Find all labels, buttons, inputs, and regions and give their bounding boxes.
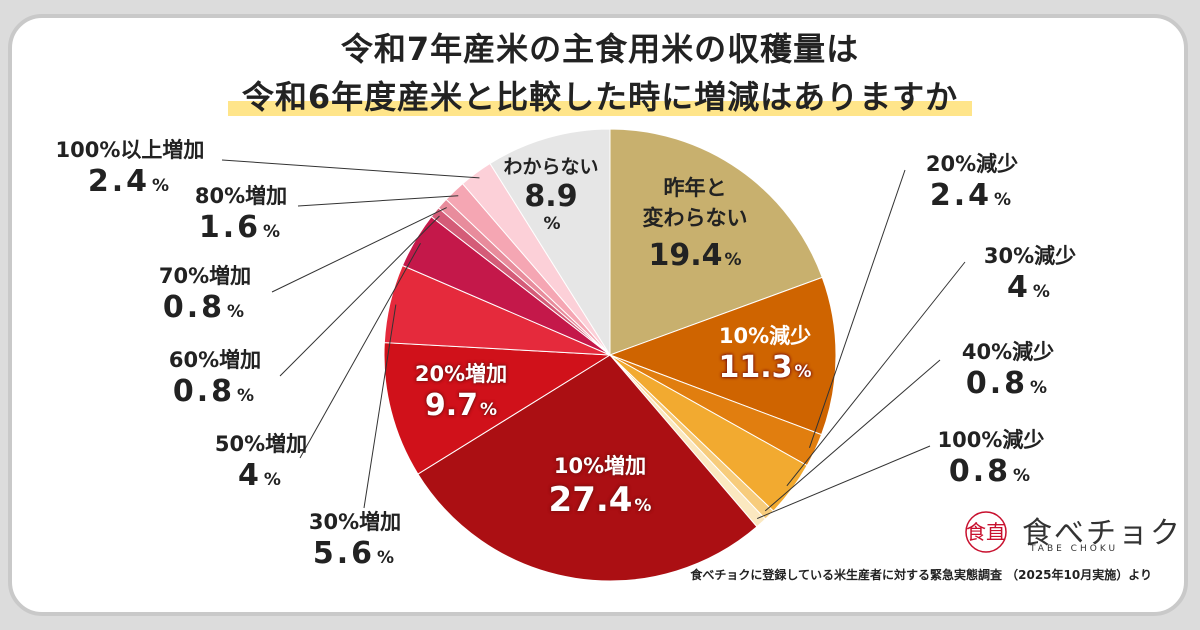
leader-line-8 bbox=[299, 242, 421, 459]
slice-label-dec20: 20%減少 2.4% bbox=[912, 148, 1032, 213]
slice-label-inc60: 60%増加 0.8% bbox=[150, 344, 280, 409]
slice-value-dec30: 4 bbox=[1007, 270, 1031, 305]
pie-slice-1 bbox=[608, 276, 837, 436]
slice-unit-inc60: % bbox=[237, 386, 258, 406]
logo-text: 食べチョク bbox=[1022, 516, 1182, 551]
pie-slice-6 bbox=[417, 354, 758, 582]
slice-category-unchanged-a: 昨年と bbox=[663, 176, 727, 200]
slice-unit-dec40: % bbox=[1030, 378, 1051, 398]
slice-category-inc60: 60%増加 bbox=[168, 348, 262, 372]
chart-title-line2-text: 令和6年度産米と比較した時に増減はありますか bbox=[227, 78, 973, 116]
slice-unit-inc80: % bbox=[263, 222, 284, 242]
slice-value-inc100: 2.4 bbox=[87, 164, 151, 199]
slice-unit-dec20: % bbox=[994, 190, 1015, 210]
chart-title-line1: 令和7年産米の主食用米の収穫量は bbox=[340, 30, 860, 68]
slice-label-dec100: 100%減少 0.8% bbox=[926, 424, 1056, 489]
slice-unit-unchanged: % bbox=[724, 250, 742, 270]
slice-value-dec20: 2.4 bbox=[929, 178, 993, 213]
leader-line-1 bbox=[786, 261, 966, 487]
slice-unit-inc50: % bbox=[263, 470, 284, 490]
slice-category-unchanged-b: 変わらない bbox=[642, 206, 748, 230]
slice-value-inc10: 27.4 bbox=[548, 480, 633, 520]
slice-label-inc50: 50%増加 4% bbox=[196, 428, 326, 493]
slice-category-dec40: 40%減少 bbox=[961, 340, 1055, 364]
slice-category-inc30: 30%増加 bbox=[308, 510, 402, 534]
logo-circle bbox=[965, 511, 1007, 553]
pie-slice-0 bbox=[609, 128, 823, 356]
slice-label-inc10: 10%増加 27.4% bbox=[520, 450, 680, 520]
slice-label-dec30: 30%減少 4% bbox=[970, 240, 1090, 305]
slice-label-unknown: わからない 8.9 % bbox=[496, 152, 606, 234]
slice-value-inc20: 9.7 bbox=[424, 388, 479, 423]
leader-line-4 bbox=[221, 159, 480, 179]
logo-mark-text: 食直 bbox=[966, 520, 1006, 544]
tabechoku-logo-mark: 食直 bbox=[965, 511, 1007, 553]
leader-line-2 bbox=[764, 359, 941, 512]
slice-value-dec10: 11.3 bbox=[718, 350, 793, 385]
slice-category-unknown: わからない bbox=[503, 156, 599, 178]
slice-value-unknown: 8.9 bbox=[524, 179, 578, 214]
slice-value-inc50: 4 bbox=[238, 458, 262, 493]
slice-category-dec20: 20%減少 bbox=[925, 152, 1019, 176]
slice-category-inc80: 80%増加 bbox=[194, 184, 288, 208]
slice-unit-dec30: % bbox=[1032, 282, 1053, 302]
leader-line-5 bbox=[297, 195, 459, 207]
slice-value-dec100: 0.8 bbox=[948, 454, 1012, 489]
logo-subtext: TABE CHOKU bbox=[1030, 544, 1119, 554]
slice-unit-inc20: % bbox=[480, 400, 498, 420]
slice-value-inc80: 1.6 bbox=[198, 210, 262, 245]
slice-value-inc30: 5.6 bbox=[312, 536, 376, 571]
slice-value-inc70: 0.8 bbox=[162, 290, 226, 325]
leader-line-7 bbox=[279, 215, 440, 377]
slice-label-inc70: 70%増加 0.8% bbox=[140, 260, 270, 325]
pie-slice-7 bbox=[383, 342, 612, 475]
slice-unit-inc70: % bbox=[227, 302, 248, 322]
slice-value-dec40: 0.8 bbox=[965, 366, 1029, 401]
slice-category-dec10: 10%減少 bbox=[718, 324, 812, 348]
slice-unit-inc100: % bbox=[152, 176, 173, 196]
chart-title-line2: 令和6年度産米と比較した時に増減はありますか bbox=[0, 72, 1200, 118]
source-note: 食べチョクに登録している米生産者に対する緊急実態調査 （2025年10月実施）よ… bbox=[690, 568, 1152, 582]
leader-line-9 bbox=[363, 304, 397, 509]
slice-unit-inc10: % bbox=[634, 496, 652, 516]
slice-category-inc50: 50%増加 bbox=[214, 432, 308, 456]
slice-label-inc30: 30%増加 5.6% bbox=[290, 506, 420, 571]
slice-category-dec30: 30%減少 bbox=[983, 244, 1077, 268]
slice-category-inc10: 10%増加 bbox=[553, 454, 647, 478]
slice-label-inc80: 80%増加 1.6% bbox=[176, 180, 306, 245]
slice-unit-dec100: % bbox=[1013, 466, 1034, 486]
slice-category-inc100: 100%以上増加 bbox=[55, 138, 205, 162]
slice-unit-dec10: % bbox=[794, 362, 812, 382]
slice-label-inc20: 20%増加 9.7% bbox=[396, 358, 526, 423]
slice-value-unchanged: 19.4 bbox=[648, 238, 723, 273]
slice-category-inc20: 20%増加 bbox=[414, 362, 508, 386]
slice-label-unchanged: 昨年と 変わらない 19.4% bbox=[620, 172, 770, 273]
slice-unit-inc30: % bbox=[377, 548, 398, 568]
slice-unit-unknown: % bbox=[543, 214, 561, 234]
slice-label-dec40: 40%減少 0.8% bbox=[948, 336, 1068, 401]
slice-label-dec10: 10%減少 11.3% bbox=[700, 320, 830, 385]
slice-category-inc70: 70%増加 bbox=[158, 264, 252, 288]
leader-line-0 bbox=[808, 169, 906, 448]
leader-line-6 bbox=[271, 207, 447, 293]
slice-value-inc60: 0.8 bbox=[172, 374, 236, 409]
slice-label-inc100: 100%以上増加 2.4% bbox=[30, 134, 230, 199]
pie-slice-14 bbox=[489, 128, 611, 357]
slice-category-dec100: 100%減少 bbox=[937, 428, 1045, 452]
leader-line-3 bbox=[756, 445, 931, 519]
